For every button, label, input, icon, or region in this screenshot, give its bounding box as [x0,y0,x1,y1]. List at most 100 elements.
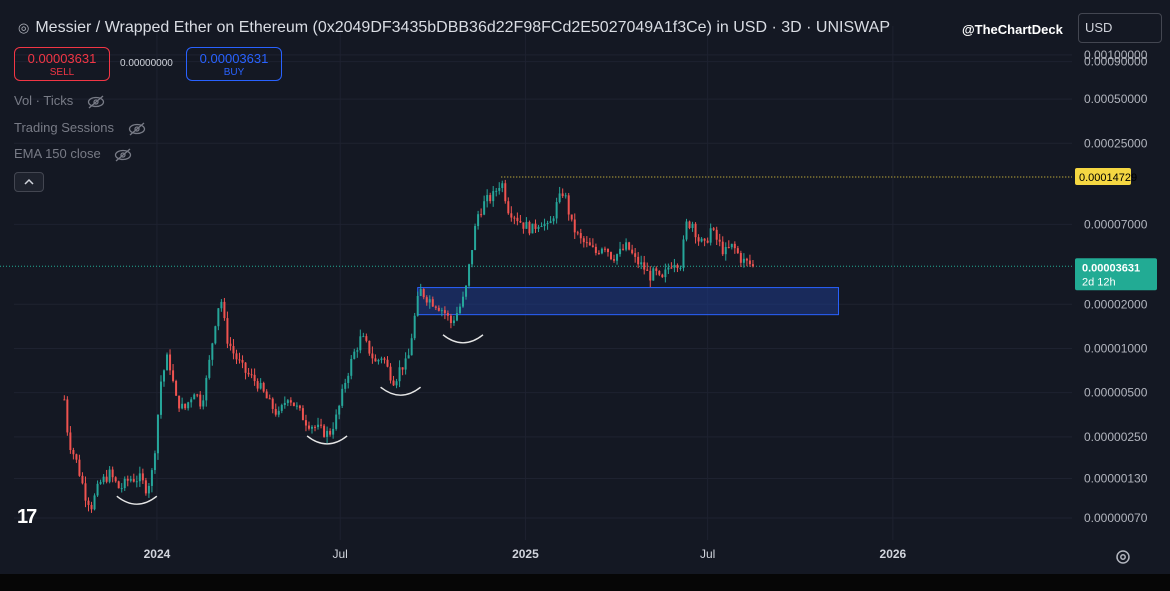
candle-body [129,479,132,481]
candle-body [679,267,682,269]
candle-body [259,382,262,389]
candle-body [495,190,498,192]
candle-body [147,485,150,494]
indicator-ema-150[interactable]: EMA 150 close [14,146,132,162]
candle-body [465,285,468,297]
candle-body [238,359,241,361]
candle-body [709,228,712,243]
candle-body [507,201,510,214]
candle-body [458,306,461,314]
sell-button[interactable]: 0.00003631 SELL [14,47,110,81]
candle-body [111,469,114,478]
candle-body [449,315,452,324]
candle-body [673,264,676,268]
y-tick-label: 0.00090000 [1084,55,1148,69]
candle-body [153,453,156,471]
eye-off-icon[interactable] [114,148,132,162]
candle-body [697,237,700,242]
candle-body [178,395,181,409]
y-tick-label: 0.00000130 [1084,472,1148,486]
candle-body [289,400,292,403]
candle-body [114,477,117,482]
eye-off-icon[interactable] [87,95,105,109]
candles [63,179,754,513]
author-tag: @TheChartDeck [962,22,1063,37]
candle-body [625,242,628,250]
candle-body [564,195,567,197]
candle-body [383,358,386,360]
candle-body [202,400,205,407]
candle-body [646,269,649,271]
candle-body [184,403,187,409]
candle-body [594,246,597,253]
currency-select[interactable]: USD [1078,13,1162,43]
candle-body [634,253,637,257]
candle-body [579,233,582,239]
candle-body [283,402,286,406]
candle-body [643,262,646,270]
candle-body [295,405,298,407]
high-price-badge: 0.00014729 [1075,168,1137,186]
dip-arc [442,334,484,344]
dip-arc [380,386,422,396]
candle-body [166,354,169,371]
y-tick-label: 0.00000500 [1084,386,1148,400]
candle-body [232,346,235,354]
candle-body [123,478,126,489]
candle-body [546,223,549,225]
high-price-box [1075,168,1131,186]
candle-body [389,366,392,381]
candle-body [555,202,558,219]
candle-body [359,336,362,351]
indicator-trading-sessions[interactable]: Trading Sessions [14,120,146,136]
candle-body [685,221,688,240]
candle-body [181,403,184,409]
settings-gear-icon[interactable] [1114,548,1132,566]
buy-button[interactable]: 0.00003631 BUY [186,47,282,81]
indicator-volume[interactable]: Vol · Ticks [14,93,105,109]
candle-body [159,381,162,415]
candle-body [748,260,751,265]
candle-body [474,226,477,251]
candle-body [304,420,307,426]
candle-body [670,267,673,269]
candle-body [196,394,199,396]
candle-body [120,488,123,490]
candle-body [537,226,540,229]
candle-body [661,274,664,278]
candle-body [205,377,208,401]
candle-body [419,289,422,296]
candle-body [141,473,144,481]
candle-body [534,223,537,229]
candle-body [226,318,229,344]
candle-body [567,195,570,215]
candle-body [516,217,519,222]
candle-body [150,470,153,486]
candle-body [691,223,694,229]
dip-arc [306,435,348,445]
candle-body [301,408,304,421]
candle-body [256,381,259,389]
candle-body [356,350,359,352]
x-tick-label: 2026 [880,547,907,561]
candle-body [428,299,431,303]
candle-body [600,248,603,254]
candle-body [310,426,313,429]
candle-body [416,295,419,316]
sell-label: SELL [49,67,75,78]
candle-body [78,459,81,476]
candle-body [117,481,120,489]
candle-body [597,252,600,254]
collapse-legend-button[interactable] [14,172,44,192]
candle-body [588,242,591,246]
candle-body [135,481,138,483]
candle-body [721,241,724,255]
demand-zone[interactable] [417,287,840,316]
candle-body [211,343,214,360]
candle-body [344,382,347,389]
y-tick-label: 0.00100000 [1084,48,1148,62]
candle-body [570,214,573,220]
eye-off-icon[interactable] [128,122,146,136]
